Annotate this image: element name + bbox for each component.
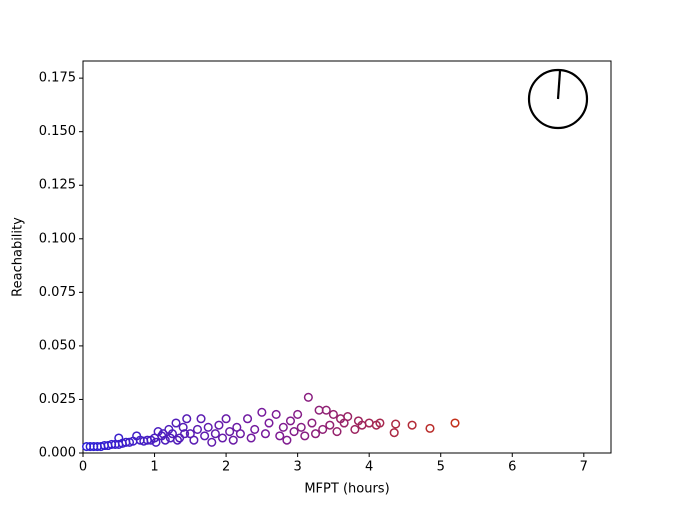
point: [303, 392, 313, 402]
x-tick-label: 2: [222, 460, 230, 475]
point: [350, 424, 360, 434]
point: [210, 429, 220, 439]
point: [389, 428, 399, 438]
y-axis-label: Reachability: [11, 217, 26, 297]
plot-frame: [82, 60, 612, 454]
point: [285, 416, 296, 426]
y-tick-label: 0.025: [39, 392, 76, 407]
point: [375, 418, 385, 428]
point: [425, 423, 435, 433]
point: [192, 424, 203, 434]
point: [167, 429, 177, 439]
point: [207, 437, 217, 447]
point: [282, 435, 292, 445]
point: [250, 424, 260, 434]
point: [160, 435, 170, 445]
point: [260, 429, 270, 439]
point: [332, 427, 342, 437]
y-tick-label: 0.100: [39, 231, 76, 246]
x-tick-label: 6: [508, 460, 516, 475]
point: [325, 420, 335, 430]
x-tick-label: 3: [293, 460, 301, 475]
x-tick-label: 1: [150, 460, 158, 475]
point: [300, 431, 310, 441]
point: [221, 414, 231, 424]
point: [171, 418, 181, 428]
point: [318, 424, 328, 434]
point: [321, 405, 331, 415]
point: [296, 422, 306, 432]
point: [151, 437, 161, 447]
point: [189, 435, 199, 445]
point: [235, 429, 245, 439]
point: [328, 409, 338, 419]
point: [217, 433, 228, 443]
point: [246, 433, 256, 443]
point: [180, 429, 190, 439]
point: [271, 409, 281, 419]
x-tick-label: 4: [365, 460, 373, 475]
clock-icon: [527, 68, 589, 130]
point: [257, 407, 267, 417]
point: [178, 422, 188, 432]
point: [228, 435, 238, 445]
y-tick-label: 0.075: [39, 285, 76, 300]
point: [172, 435, 182, 445]
point: [196, 414, 206, 424]
point: [343, 412, 353, 422]
point: [278, 422, 288, 432]
x-axis-label: MFPT (hours): [304, 482, 389, 497]
x-tick-label: 5: [437, 460, 445, 475]
point: [310, 429, 321, 439]
point: [225, 427, 235, 437]
point: [214, 420, 224, 430]
y-tick-label: 0.150: [39, 124, 76, 139]
point: [391, 419, 401, 429]
point: [275, 431, 285, 441]
point: [289, 427, 299, 437]
point: [293, 409, 303, 419]
point: [200, 431, 210, 441]
y-tick-label: 0.175: [39, 71, 76, 86]
point: [407, 420, 417, 430]
y-tick-label: 0.050: [39, 338, 76, 353]
point: [182, 414, 192, 424]
point: [175, 433, 185, 443]
x-tick-label: 7: [580, 460, 588, 475]
point: [203, 422, 213, 432]
point: [450, 418, 460, 428]
point: [264, 418, 274, 428]
point: [307, 418, 317, 428]
y-tick-label: 0.125: [39, 178, 76, 193]
x-tick-label: 0: [79, 460, 87, 475]
point: [243, 414, 253, 424]
y-tick-label: 0.000: [39, 446, 76, 461]
